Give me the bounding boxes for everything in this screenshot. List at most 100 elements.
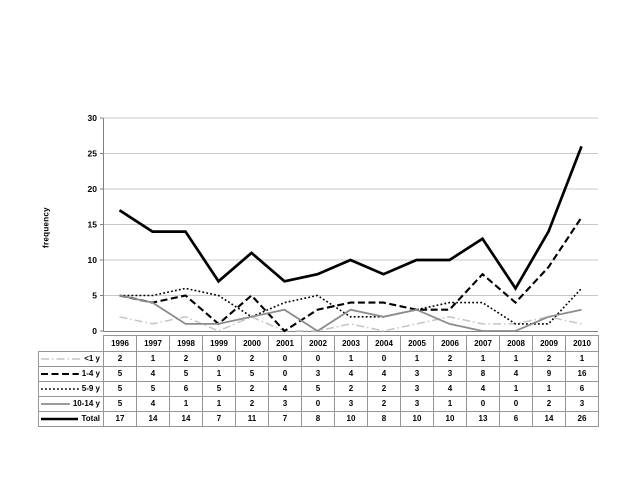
- y-axis-title: frequency: [41, 207, 51, 249]
- value-cell: 14: [136, 411, 170, 427]
- value-cell: 0: [301, 351, 335, 367]
- legend-key: 5-9 y: [41, 384, 100, 394]
- value-cell: 2: [103, 351, 137, 367]
- value-cell: 3: [400, 366, 434, 382]
- value-cell: 5: [301, 381, 335, 397]
- value-cell: 0: [499, 396, 533, 412]
- value-cell: 10: [433, 411, 467, 427]
- series-label: Total: [81, 414, 100, 423]
- value-cell: 8: [301, 411, 335, 427]
- value-cell: 0: [268, 351, 302, 367]
- value-cell: 8: [466, 366, 500, 382]
- series-line: [118, 145, 583, 291]
- legend-key: <1 y: [41, 354, 100, 364]
- value-cell: 2: [334, 381, 368, 397]
- legend-line-sample-icon: [41, 358, 82, 360]
- value-cell: 13: [466, 411, 500, 427]
- year-header-cell: 1998: [169, 335, 203, 352]
- legend-line-sample-icon: [41, 372, 79, 376]
- y-tick-label: 10: [88, 255, 98, 265]
- value-cell: 7: [202, 411, 236, 427]
- value-cell: 1: [400, 351, 434, 367]
- value-cell: 14: [532, 411, 566, 427]
- value-cell: 4: [136, 366, 170, 382]
- year-header-cell: 2002: [301, 335, 335, 352]
- value-cell: 3: [400, 381, 434, 397]
- legend-cell: <1 y: [38, 351, 104, 367]
- year-header-row: 1996 1997 1998 1999 2000 2001 2002 2003 2004 2005…: [38, 335, 599, 352]
- value-cell: 1: [169, 396, 203, 412]
- value-cell: 4: [367, 366, 401, 382]
- value-cell: 14: [169, 411, 203, 427]
- value-cell: 6: [169, 381, 203, 397]
- value-cell: 0: [202, 351, 236, 367]
- value-cell: 10: [334, 411, 368, 427]
- year-header-cell: 2005: [400, 335, 434, 352]
- value-cell: 1: [202, 396, 236, 412]
- year-header-cell: 2009: [532, 335, 566, 352]
- corner-cell: [38, 335, 104, 352]
- value-cell: 2: [235, 381, 269, 397]
- series-label: 1-4 y: [81, 369, 100, 378]
- series-label: <1 y: [84, 354, 100, 363]
- value-cell: 11: [235, 411, 269, 427]
- value-cell: 2: [367, 396, 401, 412]
- value-cell: 26: [565, 411, 599, 427]
- value-cell: 9: [532, 366, 566, 382]
- year-header-cell: 2001: [268, 335, 302, 352]
- value-cell: 3: [301, 366, 335, 382]
- value-cell: 1: [499, 351, 533, 367]
- legend-cell: 5-9 y: [38, 381, 104, 397]
- series-line: [119, 287, 583, 325]
- series-line: [119, 216, 583, 333]
- value-cell: 4: [268, 381, 302, 397]
- year-header-cell: 2010: [565, 335, 599, 352]
- y-tick-label: 20: [88, 184, 98, 194]
- value-cell: 5: [103, 381, 137, 397]
- legend-line-sample-icon: [41, 403, 70, 405]
- y-tick-label: 15: [88, 220, 98, 230]
- value-cell: 1: [499, 381, 533, 397]
- year-header-cell: 2006: [433, 335, 467, 352]
- value-cell: 2: [532, 351, 566, 367]
- year-header-cell: 2003: [334, 335, 368, 352]
- value-cell: 3: [334, 396, 368, 412]
- series-label: 10-14 y: [72, 399, 100, 408]
- y-tick-label: 5: [92, 291, 97, 301]
- value-cell: 7: [268, 411, 302, 427]
- value-cell: 2: [169, 351, 203, 367]
- plot-area: 0 5 10 15 20 25 30: [88, 113, 598, 335]
- value-cell: 4: [136, 396, 170, 412]
- legend-key: Total: [41, 414, 100, 424]
- legend-cell: 10-14 y: [38, 396, 104, 412]
- value-cell: 3: [400, 396, 434, 412]
- table-row: Total 17 14 14 7 11 7 8 10 8 10 10 13 6 14 26: [38, 411, 599, 427]
- year-header-cell: 2007: [466, 335, 500, 352]
- series-line: [119, 294, 582, 333]
- value-cell: 6: [565, 381, 599, 397]
- year-header-cell: 2000: [235, 335, 269, 352]
- legend-cell: 1-4 y: [38, 366, 104, 382]
- value-cell: 5: [136, 381, 170, 397]
- value-cell: 1: [136, 351, 170, 367]
- value-cell: 0: [301, 396, 335, 412]
- year-header-cell: 1999: [202, 335, 236, 352]
- value-cell: 8: [367, 411, 401, 427]
- value-cell: 1: [433, 396, 467, 412]
- value-cell: 5: [169, 366, 203, 382]
- value-cell: 2: [235, 351, 269, 367]
- value-cell: 5: [235, 366, 269, 382]
- value-cell: 1: [565, 351, 599, 367]
- value-cell: 2: [532, 396, 566, 412]
- value-cell: 10: [400, 411, 434, 427]
- value-cell: 1: [334, 351, 368, 367]
- value-cell: 1: [202, 366, 236, 382]
- value-cell: 17: [103, 411, 137, 427]
- value-cell: 2: [367, 381, 401, 397]
- y-tick-label: 0: [92, 326, 97, 335]
- table-row: 1-4 y 5 4 5 1 5 0 3 4 4 3 3 8 4 9 16: [38, 366, 599, 382]
- value-cell: 1: [466, 351, 500, 367]
